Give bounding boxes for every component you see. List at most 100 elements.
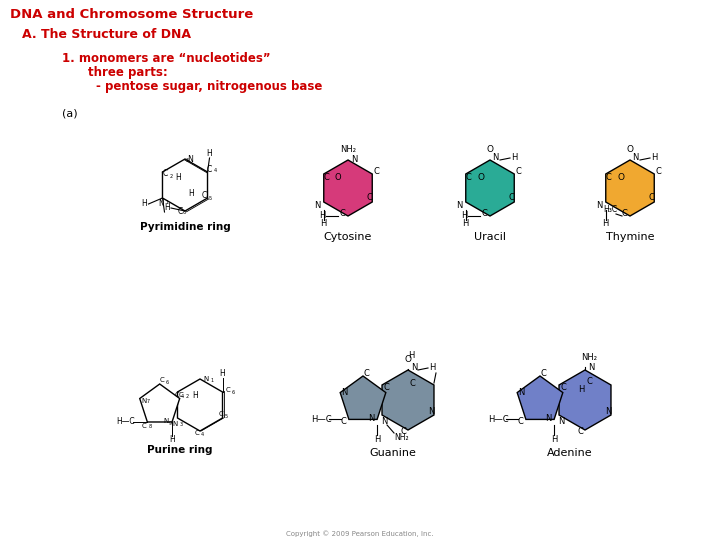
Text: N: N [456,201,463,211]
Text: - pentose sugar, nitrogenous base: - pentose sugar, nitrogenous base [96,80,323,93]
Text: NH₂: NH₂ [395,433,410,442]
Text: NH₂: NH₂ [581,354,597,362]
Text: C: C [177,206,183,215]
Text: three parts:: three parts: [88,66,168,79]
Text: 4: 4 [214,168,217,173]
Text: H—C: H—C [312,415,332,424]
Text: C: C [324,173,330,183]
Text: C: C [655,166,661,176]
Text: C: C [163,170,168,179]
Text: NH₂: NH₂ [340,145,356,154]
Text: H: H [651,153,657,163]
Text: 9: 9 [169,422,172,427]
Text: N: N [173,421,178,427]
Text: H: H [164,204,170,213]
Text: DNA and Chromosome Structure: DNA and Chromosome Structure [10,8,253,21]
Text: (a): (a) [62,108,78,118]
Text: N: N [203,376,209,382]
Text: N: N [381,416,387,426]
Text: Pyrimidine ring: Pyrimidine ring [140,222,230,232]
Text: H: H [189,188,194,198]
Text: C: C [383,383,389,393]
Text: H: H [408,352,414,361]
Text: C: C [339,210,345,219]
Text: H: H [578,384,584,394]
Text: C: C [409,379,415,388]
Polygon shape [517,376,563,420]
Text: N: N [158,199,164,208]
Text: N: N [632,153,638,163]
Text: 1: 1 [210,377,213,382]
Text: C: C [363,368,369,377]
Text: N: N [315,201,321,211]
Polygon shape [340,376,386,420]
Text: N: N [351,156,357,165]
Text: H: H [551,435,557,444]
Polygon shape [382,370,434,430]
Text: C: C [516,166,521,176]
Polygon shape [178,379,222,431]
Text: H: H [169,435,175,444]
Text: 6: 6 [232,390,235,395]
Text: Thymine: Thymine [606,232,654,242]
Text: C: C [373,166,379,176]
Text: C: C [174,392,179,397]
Text: 7: 7 [147,399,150,404]
Polygon shape [163,159,207,211]
Text: H: H [462,219,469,228]
Text: N: N [492,153,498,163]
Text: N: N [588,363,594,373]
Text: 5: 5 [225,414,228,418]
Text: C: C [218,411,223,417]
Text: C: C [400,428,406,436]
Text: C: C [606,173,612,183]
Text: 2: 2 [169,173,173,179]
Text: Copyright © 2009 Pearson Education, Inc.: Copyright © 2009 Pearson Education, Inc. [286,530,434,537]
Text: O: O [405,355,412,364]
Text: H: H [374,435,380,444]
Text: 1. monomers are “nucleotides”: 1. monomers are “nucleotides” [62,52,271,65]
Text: H: H [319,212,325,220]
Text: C: C [366,193,372,202]
Text: Purine ring: Purine ring [148,445,212,455]
Text: N: N [518,388,524,397]
Text: O: O [487,145,493,154]
Text: O: O [626,145,634,154]
Text: C: C [540,368,546,377]
Text: 6: 6 [166,380,168,384]
Text: C: C [481,210,487,219]
Text: N: N [428,407,434,415]
Text: N: N [163,418,168,424]
Text: C: C [560,383,566,393]
Text: N: N [141,397,146,403]
Text: N: N [597,201,603,211]
Text: C: C [225,387,230,393]
Text: 1: 1 [166,200,168,206]
Text: H: H [429,363,435,373]
Polygon shape [606,160,654,216]
Polygon shape [324,160,372,216]
Text: H₃C: H₃C [603,206,617,214]
Text: H: H [207,150,212,159]
Text: H: H [176,172,181,181]
Text: C: C [621,210,627,219]
Text: Guanine: Guanine [369,448,416,458]
Text: H: H [603,219,609,228]
Text: 8: 8 [148,424,151,429]
Text: O: O [334,173,341,183]
Text: C: C [207,165,212,173]
Text: N: N [605,407,611,415]
Text: 2: 2 [186,394,189,399]
Text: H—C: H—C [116,417,135,427]
Text: C: C [341,417,347,426]
Text: Cytosine: Cytosine [324,232,372,242]
Polygon shape [559,370,611,430]
Text: N: N [368,414,374,423]
Text: O: O [617,173,624,183]
Text: 6: 6 [183,211,186,215]
Text: C: C [159,377,164,383]
Text: C: C [577,428,583,436]
Text: H—C: H—C [489,415,509,424]
Text: 4: 4 [181,394,184,399]
Polygon shape [140,384,180,422]
